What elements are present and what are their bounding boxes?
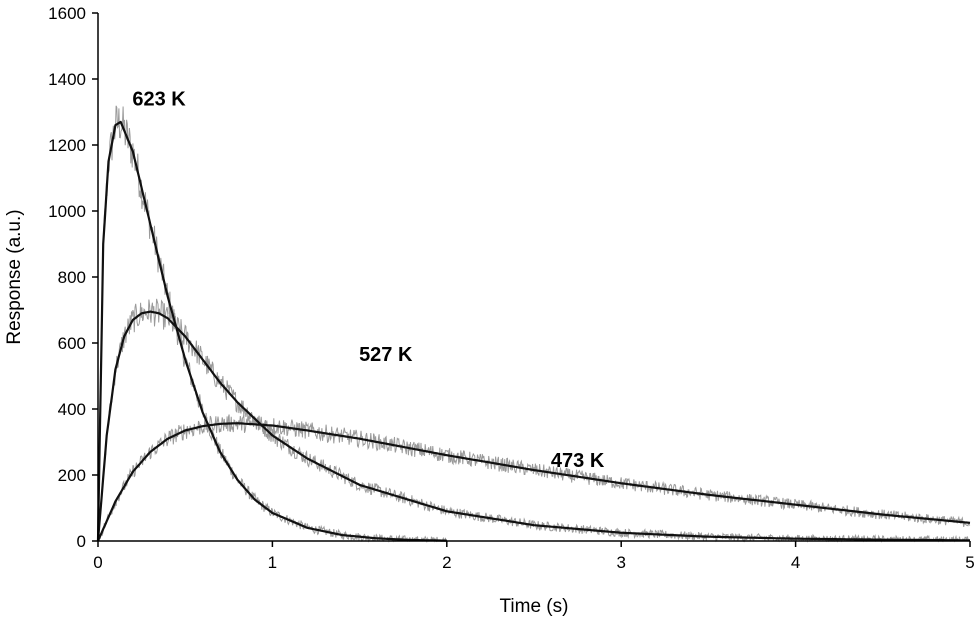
fit-curve-1: [96, 310, 970, 542]
x-tick-label: 4: [791, 553, 800, 572]
y-tick-label: 0: [77, 532, 86, 551]
y-tick-label: 1000: [48, 202, 86, 221]
series-label: 623 K: [132, 88, 186, 110]
series-label-layer: 623 K 527 K 473 K: [132, 88, 604, 471]
series-label: 473 K: [551, 450, 605, 472]
y-tick-label: 1200: [48, 136, 86, 155]
axes-layer: [97, 13, 970, 542]
fitted-curves-layer: [96, 120, 971, 542]
x-tick-label: 2: [442, 553, 451, 572]
y-axis-title: Response (a.u.): [4, 209, 25, 344]
y-tick-label: 600: [58, 334, 86, 353]
x-tick-label: 5: [965, 553, 974, 572]
measured-data-layer: [97, 105, 971, 543]
y-tick-label: 400: [58, 400, 86, 419]
y-tick-label: 200: [58, 466, 86, 485]
measured-trace-2: [97, 414, 971, 542]
x-tick-label: 3: [616, 553, 625, 572]
y-tick-label: 800: [58, 268, 86, 287]
series-label: 527 K: [359, 344, 413, 366]
x-tick-label: 1: [268, 553, 277, 572]
fit-curve-0: [96, 120, 447, 542]
x-axis-title: Time (s): [500, 596, 569, 617]
y-tick-label: 1600: [48, 4, 86, 23]
x-tick-label: 0: [93, 553, 102, 572]
tick-layer: 0 200 400 600 800 1000 1200 1400 1600 0 1 2 3 4 5: [48, 4, 975, 572]
measured-trace-0: [97, 105, 448, 543]
fit-curve-2: [96, 422, 971, 542]
y-tick-label: 1400: [48, 70, 86, 89]
